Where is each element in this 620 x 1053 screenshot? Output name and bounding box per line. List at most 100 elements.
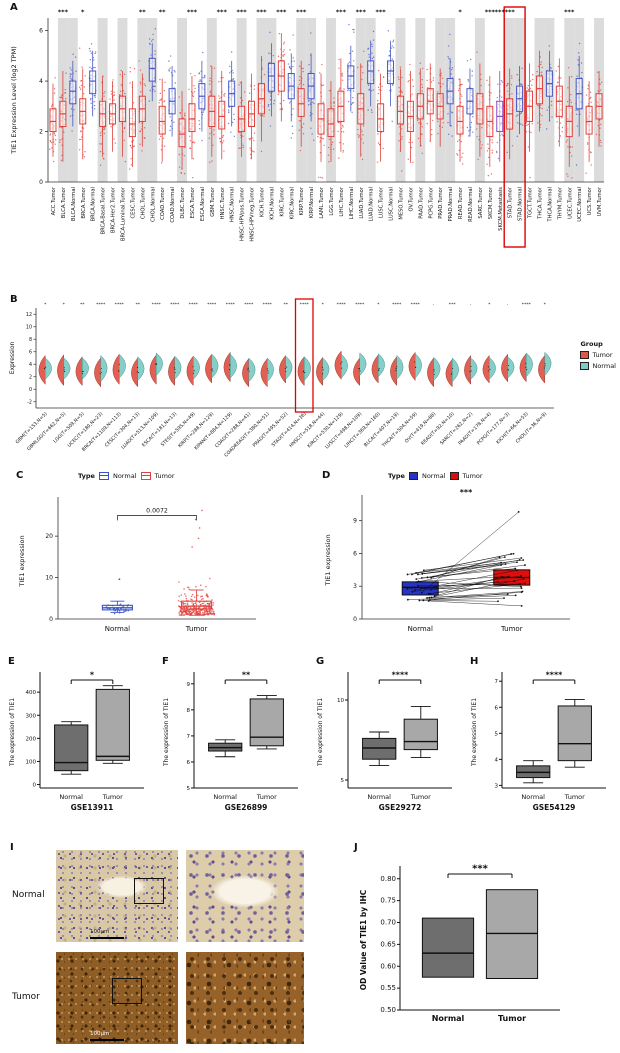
svg-text:****: **** [392,671,410,680]
svg-text:GSE26899: GSE26899 [225,803,268,812]
normal-swatch-icon [580,362,590,370]
svg-text:UCS.Tumor: UCS.Tumor [587,186,593,215]
svg-text:STES(T=595,N=49): STES(T=595,N=49) [160,411,197,448]
svg-text:**: ** [159,8,166,16]
svg-text:The expression of TIE1: The expression of TIE1 [317,698,324,767]
svg-text:STAD.Normal: STAD.Normal [518,187,524,221]
panel-e-chart: 0 100 200 300 400 * Normal Tumor GSE13911 The exp… [9,671,144,812]
svg-text:Normal: Normal [59,793,83,801]
svg-text:****: **** [355,302,365,308]
ihc-normal-scalebar-label: 100μm [90,929,110,935]
svg-text:Normal: Normal [367,793,391,801]
panel-e: 0 100 200 300 400 * Normal Tumor GSE13911 The exp… [6,660,158,836]
legend-b-normal-label: Normal [592,362,616,370]
svg-text:****: **** [546,671,564,680]
svg-text:UCEC.Tumor: UCEC.Tumor [567,186,573,219]
svg-text:GSE29272: GSE29272 [379,803,422,812]
svg-text:2: 2 [29,375,32,381]
svg-text:10: 10 [45,575,53,582]
svg-text:*: * [44,302,47,308]
svg-text:0.0072: 0.0072 [146,507,168,514]
svg-text:TIE1 Expression Level (log2 TP: TIE1 Expression Level (log2 TPM) [10,46,18,154]
svg-text:·: · [470,303,471,308]
svg-text:COAD.Tumor: COAD.Tumor [160,186,166,220]
svg-text:The expression of TIE1: The expression of TIE1 [471,698,478,767]
svg-text:8: 8 [29,337,32,343]
svg-text:0.65: 0.65 [380,940,396,948]
legend-b-title: Group [580,340,603,348]
svg-text:***: *** [376,8,387,16]
svg-text:TGCT.Tumor: TGCT.Tumor [528,186,534,219]
svg-text:***: *** [472,864,488,875]
svg-text:0: 0 [29,387,32,393]
svg-text:LIHC.Normal: LIHC.Normal [349,187,355,219]
svg-text:***: *** [187,8,198,16]
svg-text:Normal: Normal [521,793,545,801]
svg-text:KIRC.Normal: KIRC.Normal [289,187,295,219]
svg-text:GBM.Tumor: GBM.Tumor [210,186,216,217]
svg-text:COAD(T=288,N=41): COAD(T=288,N=41) [214,411,252,449]
svg-text:**: ** [139,8,146,16]
svg-text:HNSC.Normal: HNSC.Normal [230,187,236,222]
svg-text:BRCA-Her2.Tumor: BRCA-Her2.Tumor [111,186,117,233]
svg-text:SARC(T=262,N=2): SARC(T=262,N=2) [439,411,474,446]
svg-text:Tumor: Tumor [185,625,208,633]
svg-text:5: 5 [341,778,345,784]
svg-text:THCA(T=504,N=59): THCA(T=504,N=59) [380,411,418,449]
legend-c-tumor-label: Tumor [154,472,175,480]
svg-text:5: 5 [495,731,499,737]
svg-text:6: 6 [29,350,32,356]
svg-text:SKCM.Metastasis: SKCM.Metastasis [498,187,504,231]
svg-text:2: 2 [39,129,43,136]
svg-text:***: *** [276,8,287,16]
svg-text:CESC.Tumor: CESC.Tumor [130,186,136,218]
svg-text:***: *** [336,8,347,16]
svg-text:CESC(T=304,N=13): CESC(T=304,N=13) [104,411,141,448]
svg-text:***: *** [356,8,367,16]
svg-text:GSE54129: GSE54129 [533,803,576,812]
ihc-normal-zoom-image [186,850,304,942]
ihc-row-label-normal: Normal [12,890,45,900]
svg-text:**: ** [80,302,85,308]
svg-text:*: * [377,302,380,308]
svg-text:CHOL.Normal: CHOL.Normal [150,187,156,222]
svg-text:Tumor: Tumor [256,793,277,801]
scalebar-line [90,936,124,939]
svg-text:UCEC(T=180,N=23): UCEC(T=180,N=23) [67,411,105,449]
svg-text:200: 200 [26,736,37,742]
legend-c-title: Type [78,472,95,480]
svg-text:ESCA(T=181,N=13): ESCA(T=181,N=13) [141,411,178,448]
svg-text:0.50: 0.50 [380,1006,396,1014]
panel-d-legend: Type Normal Tumor [388,472,483,480]
svg-text:KICH.Normal: KICH.Normal [269,187,275,220]
svg-text:*: * [63,302,66,308]
svg-text:10: 10 [337,698,344,704]
legend-b-tumor-row: Tumor [580,351,616,359]
legend-d-tumor-label: Tumor [462,472,483,480]
legend-b-tumor-label: Tumor [592,351,613,359]
svg-text:THYM.Tumor: THYM.Tumor [557,186,563,220]
svg-text:*: * [322,302,325,308]
svg-text:PRAD.Normal: PRAD.Normal [448,187,454,221]
svg-text:*: * [458,8,462,16]
svg-text:COAD.Normal: COAD.Normal [170,187,176,223]
svg-text:0: 0 [33,783,37,789]
svg-text:****: **** [300,302,310,308]
svg-text:*: * [81,8,85,16]
svg-text:0: 0 [49,616,53,623]
svg-text:BRCA.Normal: BRCA.Normal [91,187,97,221]
ihc-tumor-scalebar: 100μm [90,1031,124,1041]
panel-a: 0 2 4 6 ACC.Tumor *** BLCA.Tumor BLCA.Normal * BR… [6,4,616,294]
panel-i-letter: I [10,842,14,853]
svg-text:**: ** [242,671,251,680]
legend-d-title: Type [388,472,405,480]
svg-text:Expression: Expression [9,342,16,375]
svg-text:LUAD.Tumor: LUAD.Tumor [359,186,365,219]
svg-text:0.70: 0.70 [380,919,396,927]
svg-text:9: 9 [187,682,191,688]
svg-text:KIRP.Tumor: KIRP.Tumor [299,186,305,215]
svg-text:LUSC(T=498,N=109): LUSC(T=498,N=109) [324,411,363,450]
svg-text:0.60: 0.60 [380,962,396,970]
